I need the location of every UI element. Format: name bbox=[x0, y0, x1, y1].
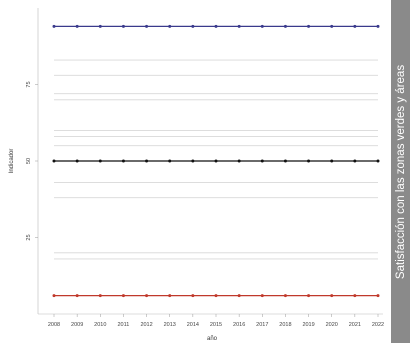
data-point bbox=[121, 159, 125, 163]
data-point bbox=[283, 294, 287, 298]
data-point bbox=[237, 24, 241, 28]
data-point bbox=[168, 24, 172, 28]
x-tick-label: 2019 bbox=[302, 322, 314, 328]
data-point bbox=[52, 159, 56, 163]
x-tick-label: 2017 bbox=[256, 322, 268, 328]
x-tick-label: 2013 bbox=[164, 322, 176, 328]
y-axis-label: Indicador bbox=[9, 149, 15, 174]
x-tick-label: 2021 bbox=[349, 322, 361, 328]
x-tick-label: 2018 bbox=[279, 322, 291, 328]
y-tick-labels: 25 50 75 bbox=[26, 81, 38, 241]
data-point bbox=[237, 294, 241, 298]
data-point bbox=[98, 294, 102, 298]
x-tick-labels: 2008 2009 2010 2011 2012 2013 2014 2015 2016 2017… bbox=[48, 314, 384, 328]
background-lines bbox=[54, 59, 378, 260]
data-point bbox=[214, 24, 218, 28]
data-point bbox=[214, 294, 218, 298]
data-point bbox=[121, 24, 125, 28]
line-chart: 2008 2009 2010 2011 2012 2013 2014 2015 2016 2017… bbox=[9, 8, 384, 342]
data-point bbox=[260, 294, 264, 298]
data-point bbox=[168, 159, 172, 163]
sidebar-title: Satisfacción con las zonas verdes y área… bbox=[395, 64, 407, 280]
data-point bbox=[98, 24, 102, 28]
x-tick-label: 2012 bbox=[140, 322, 152, 328]
x-tick-label: 2016 bbox=[233, 322, 245, 328]
data-point bbox=[52, 294, 56, 298]
x-tick-label: 2010 bbox=[94, 322, 106, 328]
x-axis-label: año bbox=[207, 336, 218, 342]
data-point bbox=[353, 294, 357, 298]
data-point bbox=[260, 159, 264, 163]
data-point bbox=[52, 24, 56, 28]
data-point bbox=[376, 294, 380, 298]
data-point bbox=[330, 159, 334, 163]
data-point bbox=[307, 159, 311, 163]
sidebar-banner bbox=[391, 0, 410, 343]
series-group bbox=[52, 24, 380, 298]
data-point bbox=[260, 24, 264, 28]
data-point bbox=[307, 24, 311, 28]
y-tick-label: 25 bbox=[26, 234, 32, 240]
data-point bbox=[168, 294, 172, 298]
data-point bbox=[145, 294, 149, 298]
data-point bbox=[237, 159, 241, 163]
data-point bbox=[145, 24, 149, 28]
x-tick-label: 2009 bbox=[71, 322, 83, 328]
x-tick-label: 2008 bbox=[48, 322, 60, 328]
x-tick-label: 2014 bbox=[187, 322, 199, 328]
data-point bbox=[145, 159, 149, 163]
data-point bbox=[191, 159, 195, 163]
data-point bbox=[376, 24, 380, 28]
data-point bbox=[191, 24, 195, 28]
data-point bbox=[75, 24, 79, 28]
data-point bbox=[75, 159, 79, 163]
x-tick-label: 2015 bbox=[210, 322, 222, 328]
x-tick-label: 2011 bbox=[118, 322, 130, 328]
data-point bbox=[121, 294, 125, 298]
data-point bbox=[98, 159, 102, 163]
data-point bbox=[191, 294, 195, 298]
y-tick-label: 75 bbox=[26, 81, 32, 87]
data-point bbox=[307, 294, 311, 298]
data-point bbox=[353, 24, 357, 28]
data-point bbox=[283, 24, 287, 28]
data-point bbox=[330, 294, 334, 298]
data-point bbox=[283, 159, 287, 163]
data-point bbox=[75, 294, 79, 298]
y-tick-label: 50 bbox=[26, 158, 32, 164]
data-point bbox=[214, 159, 218, 163]
x-tick-label: 2020 bbox=[326, 322, 338, 328]
x-tick-label: 2022 bbox=[372, 322, 384, 328]
data-point bbox=[353, 159, 357, 163]
data-point bbox=[376, 159, 380, 163]
data-point bbox=[330, 24, 334, 28]
